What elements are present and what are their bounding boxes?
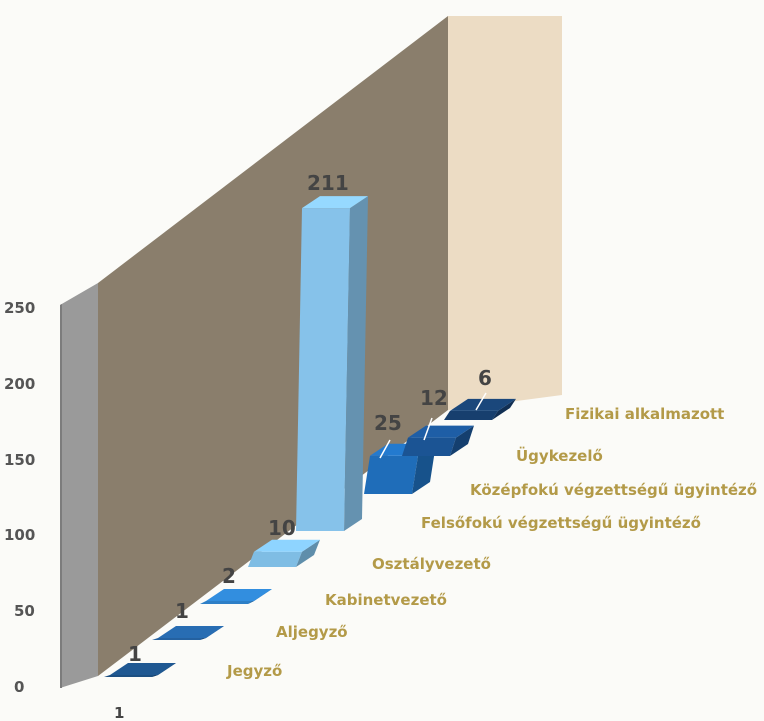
value-label: 6 — [478, 366, 492, 390]
category-label: Aljegyző — [276, 623, 348, 641]
y-tick-label: 50 — [14, 602, 35, 620]
category-label: Osztályvezető — [372, 555, 491, 573]
bar — [296, 196, 368, 532]
bar-side — [492, 398, 516, 420]
bar — [444, 398, 516, 420]
y-tick-label: 0 — [14, 678, 24, 696]
bar — [200, 588, 272, 604]
value-label: 2 — [222, 564, 236, 588]
category-labels: Jegyző Aljegyző Kabinetvezető Osztályvez… — [226, 405, 757, 680]
bar — [104, 663, 176, 677]
bar-front — [402, 437, 456, 456]
bar-front — [296, 208, 350, 532]
side-wall — [60, 283, 98, 688]
bar-top — [450, 398, 516, 411]
value-labels: 1 1 2 10 211 25 12 6 — [128, 171, 492, 666]
back-wall — [98, 16, 448, 676]
side-wall-edge — [60, 304, 62, 688]
category-label: Felsőfokú végzettségű ügyintéző — [421, 514, 701, 532]
bar-side — [296, 539, 320, 567]
bar-front — [152, 638, 206, 640]
leader-line — [475, 392, 487, 411]
category-label: Ügykezelő — [516, 446, 603, 465]
category-label: Jegyző — [226, 662, 282, 680]
bar-front — [248, 551, 302, 567]
bar-top — [158, 626, 224, 638]
value-label: 25 — [374, 411, 402, 435]
value-label: 12 — [420, 386, 448, 410]
leader-lines — [379, 392, 487, 459]
bar-top — [408, 425, 474, 438]
y-tick-label: 100 — [4, 526, 35, 544]
bar-top — [110, 663, 176, 675]
value-label: 211 — [307, 171, 349, 195]
category-label: Kabinetvezető — [325, 591, 447, 609]
y-tick-label: 150 — [4, 451, 35, 469]
value-label: 10 — [268, 516, 296, 540]
bar-side — [450, 425, 474, 456]
bar-front — [444, 410, 498, 420]
bar-top — [206, 588, 272, 601]
leader-line — [379, 439, 391, 459]
bar-top — [302, 196, 368, 209]
y-tick-label: 250 — [4, 299, 35, 317]
bar-side — [412, 443, 436, 494]
y-tick-label: 200 — [4, 375, 35, 393]
right-wall — [448, 16, 562, 410]
value-label: 1 — [128, 642, 142, 666]
bar — [248, 539, 320, 567]
bar — [152, 626, 224, 640]
category-label: Fizikai alkalmazott — [565, 405, 724, 423]
bar-top — [254, 539, 320, 552]
y-axis: 0 50 100 150 200 250 — [4, 299, 35, 696]
bar — [402, 425, 474, 456]
bar-front — [104, 675, 158, 677]
leader-line — [423, 417, 433, 441]
x-tick-label: 1 — [114, 704, 124, 721]
bar-side — [344, 196, 368, 532]
bar-front — [364, 455, 418, 494]
bars — [104, 196, 516, 677]
bar-front — [200, 600, 254, 604]
category-label: Középfokú végzettségű ügyintéző — [470, 481, 757, 499]
value-label: 1 — [175, 599, 189, 623]
